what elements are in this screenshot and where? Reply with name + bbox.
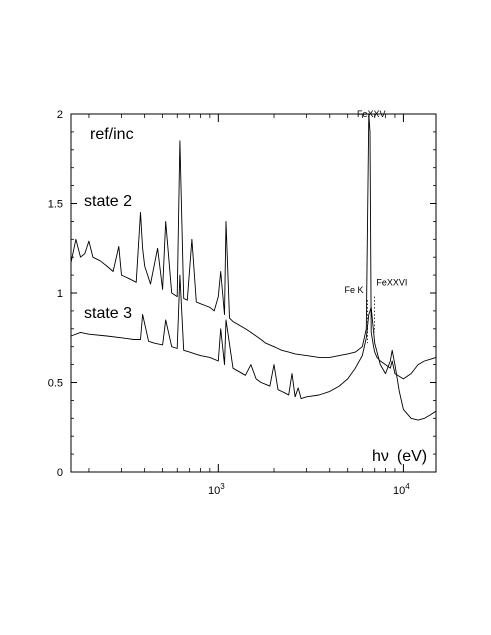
series-label-state-3: state 3 xyxy=(84,305,132,322)
x-axis-label: hν (eV) xyxy=(372,448,427,465)
y-tick-label: 0 xyxy=(57,467,63,479)
plot-frame xyxy=(70,113,437,473)
y-tick-label: 1 xyxy=(57,288,63,300)
series-label-state-2: state 2 xyxy=(84,193,132,210)
annotation-label: Fe K xyxy=(345,285,364,295)
annotation-label: FeXXV xyxy=(357,109,386,119)
series-line-state-3 xyxy=(70,274,437,421)
y-tick-label: 1.5 xyxy=(48,199,63,211)
y-axis-label: ref/inc xyxy=(90,126,134,143)
annotation-label: FeXXVI xyxy=(376,277,407,287)
x-tick-label: 103 xyxy=(208,482,225,497)
x-tick-label: 104 xyxy=(393,482,410,497)
series-line-state-2 xyxy=(70,113,437,380)
y-tick-label: 0.5 xyxy=(48,378,63,390)
y-tick-label: 2 xyxy=(57,109,63,121)
